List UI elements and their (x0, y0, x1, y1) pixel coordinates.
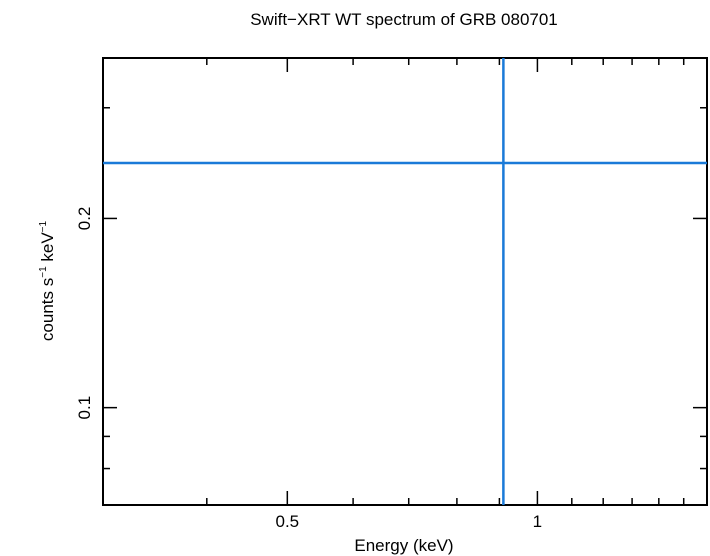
x-axis-label: Energy (keV) (354, 536, 453, 555)
y-axis-label-main: counts s (38, 278, 57, 341)
y-axis-label-exp1: −1 (38, 266, 49, 278)
plot-frame (102, 57, 708, 506)
y-axis-ticks (103, 107, 707, 470)
y-axis-label-exp2: −1 (38, 220, 49, 232)
x-tick-label: 0.5 (275, 512, 299, 531)
y-axis-tick-labels: 0.1 0.2 (75, 207, 94, 420)
y-tick-label: 0.2 (75, 207, 94, 231)
y-tick-label: 0.1 (75, 396, 94, 420)
x-axis-ticks (206, 58, 685, 505)
x-axis-tick-labels: 0.5 1 (275, 512, 542, 531)
y-axis-label-mid: keV (38, 232, 57, 267)
x-tick-label: 1 (533, 512, 542, 531)
data-series (103, 58, 707, 505)
chart-title: Swift−XRT WT spectrum of GRB 080701 (250, 10, 558, 29)
y-axis-label: counts s−1 keV−1 (38, 220, 57, 341)
